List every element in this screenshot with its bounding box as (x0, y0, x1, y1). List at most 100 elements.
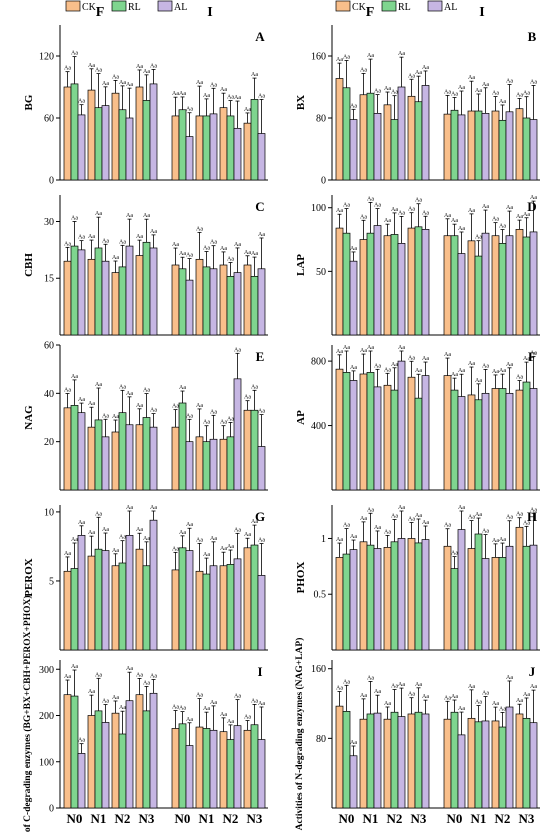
significance-label: Aa (172, 705, 179, 711)
bar-F-N2-CK (111, 431, 120, 491)
significance-label: Aa (220, 546, 227, 552)
x-category-N2: N2 (115, 811, 131, 826)
bar-I-N1-CK (467, 717, 476, 809)
significance-label: Aa (408, 355, 415, 361)
bar-I-N1-RL (202, 441, 211, 491)
x-category-N0: N0 (67, 811, 83, 826)
bar-F-N0-RL (342, 711, 351, 809)
significance-label: Aa (360, 516, 367, 522)
bar-F-N0-RL (70, 568, 79, 651)
significance-label: Aa (422, 520, 429, 526)
significance-label: Aa (530, 195, 537, 201)
x-category-N2: N2 (495, 811, 511, 826)
bar-I-N2-AL (233, 725, 242, 809)
significance-label: Aa (102, 699, 109, 705)
bar-F-N1-RL (366, 544, 375, 651)
bar-F-N3-RL (142, 100, 151, 181)
significance-label: Aa (499, 368, 506, 374)
bar-I-N1-AL (209, 565, 218, 651)
significance-label: Aa (244, 107, 251, 113)
x-category-N1: N1 (91, 811, 107, 826)
bar-I-N0-RL (450, 235, 459, 336)
bar-F-N1-CK (359, 373, 368, 491)
significance-label: Aa (126, 213, 133, 219)
bar-I-N0-CK (443, 545, 452, 651)
bar-I-N3-AL (257, 575, 266, 651)
bar-F-N2-AL (397, 716, 406, 809)
significance-label: Aa (172, 91, 179, 97)
x-category-N1: N1 (363, 811, 379, 826)
bar-F-N3-CK (135, 694, 144, 809)
x-category-N0: N0 (447, 811, 463, 826)
significance-label: Aa (251, 251, 258, 257)
bar-I-N0-RL (178, 109, 187, 181)
significance-label: Aa (227, 95, 234, 101)
significance-label: Aa (88, 234, 95, 240)
bar-I-N0-CK (443, 718, 452, 809)
significance-label: Aa (186, 522, 193, 528)
significance-label: Aa (398, 682, 405, 688)
significance-label: Aa (95, 211, 102, 217)
significance-label: Aa (179, 91, 186, 97)
bar-I-N3-AL (257, 739, 266, 809)
significance-label: Aa (220, 712, 227, 718)
bar-I-N0-CK (171, 264, 180, 336)
y-tick-label: 10 (44, 507, 54, 518)
bar-F-N2-AL (125, 535, 134, 651)
bar-F-N0-RL (70, 245, 79, 336)
y-tick-label: 120 (39, 52, 54, 63)
significance-label: Aa (64, 387, 71, 393)
bar-F-N3-RL (142, 241, 151, 336)
significance-label: Aa (482, 204, 489, 210)
bar-F-N3-AL (421, 375, 430, 491)
bar-I-N2-RL (498, 243, 507, 336)
significance-label: Aa (391, 207, 398, 213)
y-tick-label: 800 (311, 357, 326, 368)
bar-I-N3-AL (529, 119, 538, 181)
bar-F-N1-AL (373, 112, 382, 181)
bar-F-N0-AL (77, 535, 86, 651)
bar-F-N1-RL (94, 107, 103, 181)
significance-label: Aa (196, 80, 203, 86)
bar-I-N1-RL (202, 728, 211, 809)
significance-label: Aa (88, 530, 95, 536)
bar-F-N1-CK (87, 555, 96, 651)
bar-I-N0-RL (450, 109, 459, 181)
bar-I-N3-AL (529, 544, 538, 651)
bar-I-N3-RL (522, 545, 531, 651)
panel-letter: A (255, 29, 265, 44)
bar-I-N1-AL (209, 729, 218, 809)
significance-label: Aa (343, 523, 350, 529)
significance-label: Aa (179, 530, 186, 536)
bar-I-N3-AL (529, 722, 538, 809)
bar-F-N3-RL (414, 226, 423, 336)
bar-F-N1-AL (373, 386, 382, 491)
y-axis-label: AP (295, 410, 307, 425)
bar-I-N0-CK (171, 115, 180, 181)
significance-label: Aa (78, 738, 85, 744)
bar-I-N2-CK (491, 720, 500, 809)
bar-I-N3-CK (515, 526, 524, 651)
bar-I-N1-AL (481, 720, 490, 809)
bar-F-N1-AL (101, 105, 110, 181)
figure-header: F I F I CK RL AL CK RL AL (65, 0, 485, 20)
significance-label: Aa (234, 242, 241, 248)
bar-F-N0-AL (349, 549, 358, 651)
significance-label: Aa (475, 512, 482, 518)
bar-I-N3-CK (515, 108, 524, 181)
bar-I-N2-CK (219, 264, 228, 336)
significance-label: Aa (415, 70, 422, 76)
bar-I-N3-RL (250, 99, 259, 181)
bar-I-N2-AL (505, 235, 514, 336)
significance-label: Aa (451, 91, 458, 97)
y-axis-label: CBH (23, 253, 35, 277)
bar-F-N3-AL (421, 539, 430, 651)
bar-F-N2-AL (125, 117, 134, 181)
bar-F-N0-AL (349, 755, 358, 809)
bar-I-N3-RL (250, 544, 259, 651)
significance-label: Aa (244, 532, 251, 538)
bar-I-N1-RL (474, 110, 483, 181)
